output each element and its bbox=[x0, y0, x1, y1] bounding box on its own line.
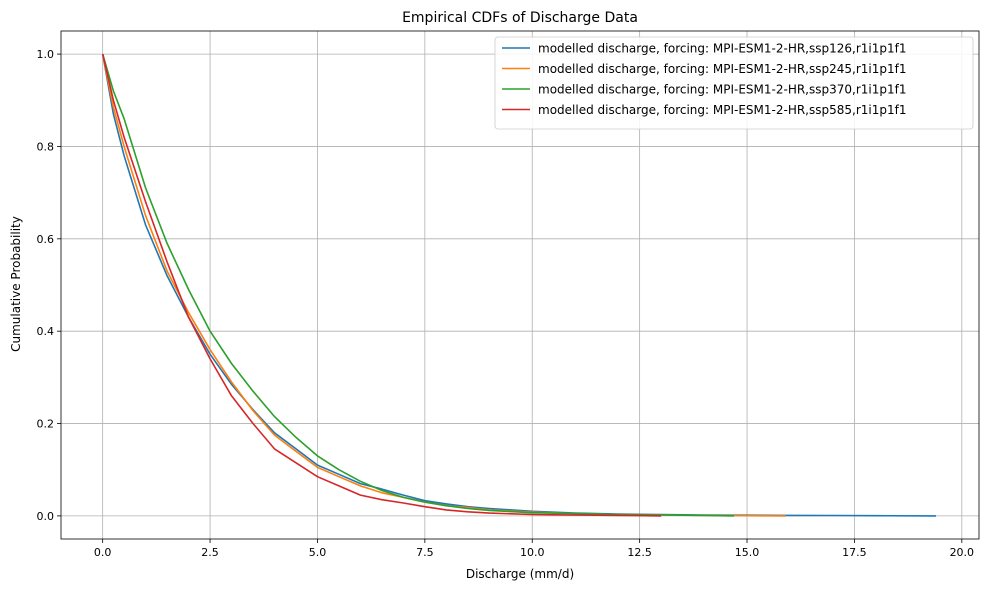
legend-label: modelled discharge, forcing: MPI-ESM1-2-… bbox=[538, 83, 906, 97]
legend: modelled discharge, forcing: MPI-ESM1-2-… bbox=[494, 36, 974, 130]
series-line-3 bbox=[101, 53, 735, 517]
y-axis-label: Cumulative Probability bbox=[9, 216, 23, 352]
legend-label: modelled discharge, forcing: MPI-ESM1-2-… bbox=[538, 42, 906, 56]
x-axis-label: Discharge (mm/d) bbox=[466, 567, 574, 581]
legend-label: modelled discharge, forcing: MPI-ESM1-2-… bbox=[538, 62, 906, 76]
x-tick-label: 12.5 bbox=[627, 546, 652, 559]
chart-title: Empirical CDFs of Discharge Data bbox=[402, 10, 638, 26]
y-tick-label: 0.6 bbox=[37, 233, 55, 246]
y-tick-label: 0.0 bbox=[37, 510, 55, 523]
x-tick-label: 2.5 bbox=[201, 546, 219, 559]
legend-box bbox=[494, 36, 974, 130]
plot-area-frame bbox=[60, 30, 980, 540]
y-tick-label: 0.2 bbox=[37, 418, 55, 431]
x-tick-label: 10.0 bbox=[520, 546, 545, 559]
y-tick-label: 1.0 bbox=[37, 48, 55, 61]
axis-ticks: 0.0 2.5 5.0 7.5 10.0 12.5 15.0 17.5 20.0 0.0 0.2 0.… bbox=[37, 48, 975, 559]
x-tick-label: 17.5 bbox=[842, 546, 867, 559]
legend-label: modelled discharge, forcing: MPI-ESM1-2-… bbox=[538, 103, 906, 117]
series-line-4 bbox=[101, 53, 662, 517]
y-tick-label: 0.4 bbox=[37, 325, 55, 338]
series-lines bbox=[101, 53, 937, 517]
x-tick-label: 20.0 bbox=[950, 546, 975, 559]
x-tick-label: 15.0 bbox=[735, 546, 760, 559]
x-tick-label: 0.0 bbox=[94, 546, 112, 559]
x-tick-label: 5.0 bbox=[309, 546, 327, 559]
y-tick-label: 0.8 bbox=[37, 140, 55, 153]
x-tick-label: 7.5 bbox=[416, 546, 434, 559]
